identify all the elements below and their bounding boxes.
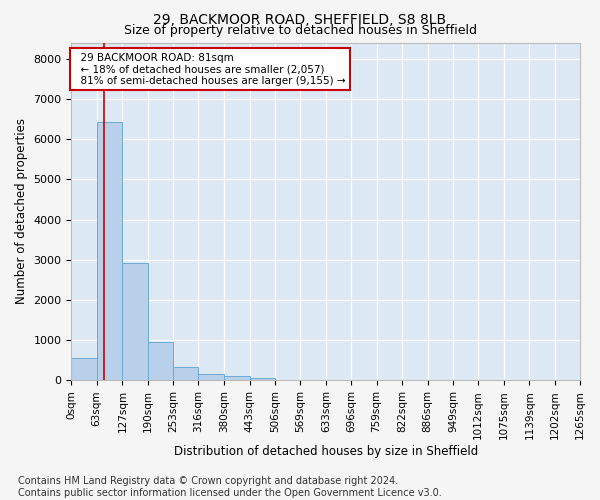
Bar	[148, 342, 173, 380]
X-axis label: Distribution of detached houses by size in Sheffield: Distribution of detached houses by size …	[173, 444, 478, 458]
Bar	[71, 358, 97, 380]
Text: Contains HM Land Registry data © Crown copyright and database right 2024.
Contai: Contains HM Land Registry data © Crown c…	[18, 476, 442, 498]
Bar	[250, 378, 275, 380]
Bar	[122, 262, 148, 380]
Bar	[199, 374, 224, 380]
Bar	[97, 122, 122, 380]
Text: Size of property relative to detached houses in Sheffield: Size of property relative to detached ho…	[124, 24, 476, 37]
Bar	[173, 367, 199, 380]
Y-axis label: Number of detached properties: Number of detached properties	[15, 118, 28, 304]
Text: 29 BACKMOOR ROAD: 81sqm
  ← 18% of detached houses are smaller (2,057)
  81% of : 29 BACKMOOR ROAD: 81sqm ← 18% of detache…	[74, 52, 346, 86]
Text: 29, BACKMOOR ROAD, SHEFFIELD, S8 8LB: 29, BACKMOOR ROAD, SHEFFIELD, S8 8LB	[154, 12, 446, 26]
Bar	[224, 376, 250, 380]
